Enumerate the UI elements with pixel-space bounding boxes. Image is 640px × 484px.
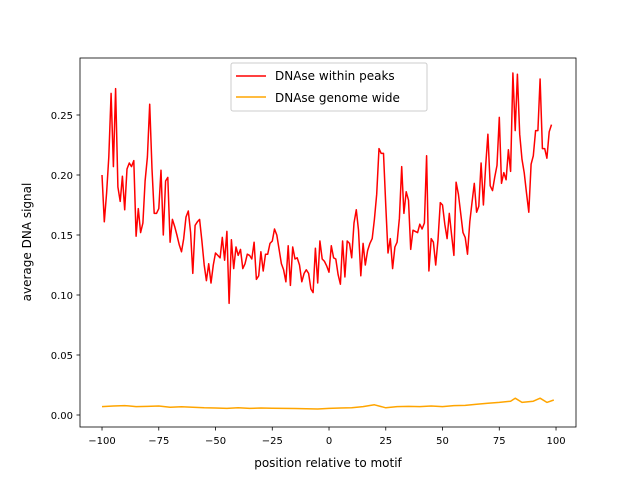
y-tick-label: 0.15 <box>51 231 73 242</box>
x-tick-label: 25 <box>379 436 392 447</box>
x-tick-label: 75 <box>493 436 506 447</box>
legend-box <box>230 62 428 112</box>
x-tick-label: −50 <box>205 436 226 447</box>
legend: DNAse within peaks DNAse genome wide <box>230 62 428 112</box>
series-line-genome-wide <box>101 397 555 410</box>
x-tick-label: −100 <box>88 436 115 447</box>
y-tick-label: 0.25 <box>51 111 73 122</box>
x-tick-label: 100 <box>546 436 565 447</box>
x-axis-label: position relative to motif <box>254 456 402 470</box>
axes-frame <box>79 57 577 428</box>
legend-label-genome-wide: DNAse genome wide <box>275 91 400 105</box>
x-tick-label: −75 <box>148 436 169 447</box>
legend-label-within-peaks: DNAse within peaks <box>275 69 395 83</box>
y-tick-label: 0.00 <box>51 411 73 422</box>
x-tick-label: −25 <box>262 436 283 447</box>
y-tick-label: 0.20 <box>51 171 73 182</box>
x-tick-label: 50 <box>436 436 449 447</box>
x-tick-label: 0 <box>326 436 332 447</box>
y-axis-label: average DNA signal <box>20 183 34 302</box>
y-tick-label: 0.05 <box>51 351 73 362</box>
series-line-within-peaks <box>101 72 553 305</box>
y-tick-label: 0.10 <box>51 291 73 302</box>
